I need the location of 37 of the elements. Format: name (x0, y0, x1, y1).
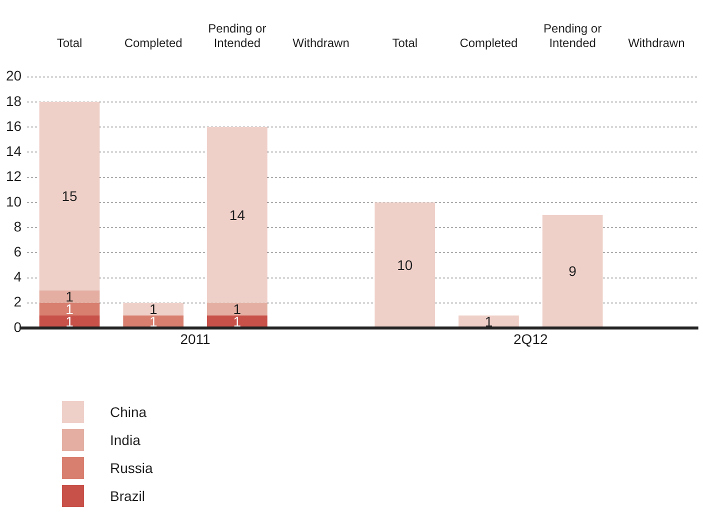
x-tick-label: Total (56, 36, 82, 50)
y-tick-label: 12 (6, 168, 22, 184)
legend-label: China (110, 404, 147, 420)
legend-label: Brazil (110, 488, 146, 504)
bar (39, 102, 100, 290)
x-tick-label: Withdrawn (292, 36, 350, 50)
y-tick-label: 4 (14, 268, 22, 285)
text: 2011 (180, 330, 211, 347)
y-tick-label: 14 (6, 143, 22, 160)
x-tick-label: Withdrawn (628, 36, 685, 50)
bar (39, 290, 100, 303)
data-label: 1 (484, 313, 493, 330)
text: 2Q12 (514, 330, 548, 347)
x-tick-label: Pending or Intended (208, 22, 266, 50)
bar (207, 302, 268, 316)
data-label: 10 (397, 256, 413, 273)
x-tick-label: Completed (124, 36, 182, 50)
data-label: 9 (568, 263, 577, 280)
bar (542, 214, 603, 328)
y-tick-label: 10 (6, 193, 22, 210)
x-tick-label: Completed (460, 36, 518, 50)
y-tick-label: 18 (6, 92, 22, 109)
y-tick-label: 20 (6, 68, 22, 84)
legend-label: Russia (110, 460, 153, 476)
data-label: 15 (62, 188, 78, 204)
x-tick-label: Pending or Intended (544, 22, 602, 50)
y-tick-label: 2 (14, 294, 22, 310)
x-tick-label: Total (392, 36, 418, 50)
bar (39, 302, 100, 316)
y-tick-label: 6 (14, 244, 22, 260)
y-tick-label: 8 (14, 218, 22, 234)
data-label: 14 (229, 206, 246, 223)
bar (207, 127, 268, 303)
bar (123, 302, 184, 316)
y-tick-label: 16 (6, 118, 22, 134)
legend-label: India (110, 432, 140, 448)
bar (374, 202, 436, 328)
